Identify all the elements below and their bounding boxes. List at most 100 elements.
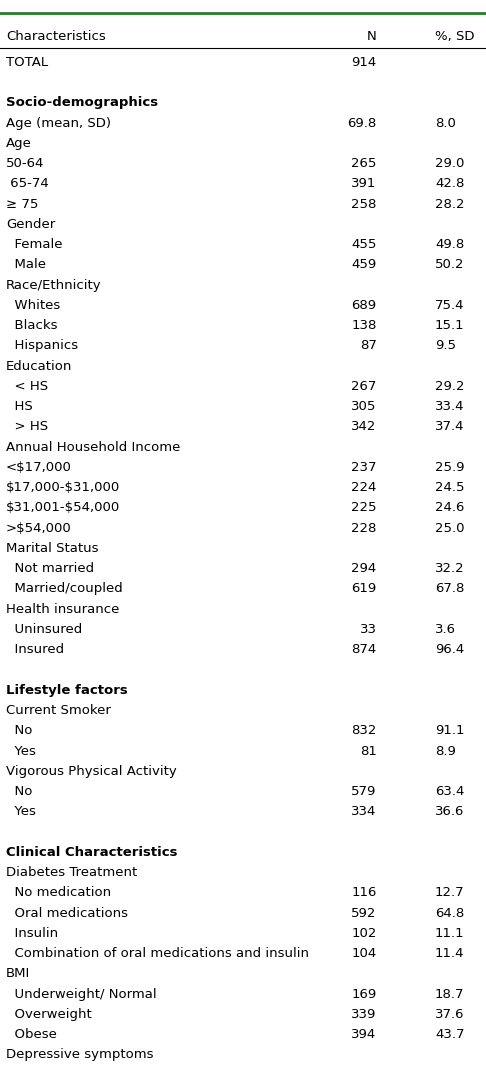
Text: BMI: BMI (6, 968, 30, 981)
Text: 342: 342 (351, 420, 377, 434)
Text: 33: 33 (360, 623, 377, 636)
Text: 29.0: 29.0 (435, 157, 464, 170)
Text: 64.8: 64.8 (435, 906, 464, 919)
Text: 914: 914 (351, 56, 377, 69)
Text: Hispanics: Hispanics (6, 339, 78, 352)
Text: Race/Ethnicity: Race/Ethnicity (6, 278, 102, 292)
Text: Overweight: Overweight (6, 1007, 91, 1021)
Text: 339: 339 (351, 1007, 377, 1021)
Text: 11.1: 11.1 (435, 927, 465, 940)
Text: Yes: Yes (6, 744, 35, 757)
Text: 394: 394 (351, 1028, 377, 1041)
Text: 65-74: 65-74 (6, 177, 49, 190)
Text: Education: Education (6, 360, 72, 373)
Text: Insured: Insured (6, 643, 64, 656)
Text: Lifestyle factors: Lifestyle factors (6, 684, 128, 697)
Text: %, SD: %, SD (435, 30, 474, 43)
Text: 24.6: 24.6 (435, 502, 464, 514)
Text: 91.1: 91.1 (435, 724, 465, 737)
Text: Not married: Not married (6, 563, 94, 576)
Text: Gender: Gender (6, 218, 55, 231)
Text: 25.9: 25.9 (435, 461, 465, 474)
Text: Socio-demographics: Socio-demographics (6, 97, 158, 110)
Text: 50.2: 50.2 (435, 259, 465, 272)
Text: 225: 225 (351, 502, 377, 514)
Text: 619: 619 (351, 582, 377, 595)
Text: Insulin: Insulin (6, 927, 58, 940)
Text: 50-64: 50-64 (6, 157, 44, 170)
Text: 3.6: 3.6 (435, 623, 456, 636)
Text: No: No (6, 724, 32, 737)
Text: 69.8: 69.8 (347, 117, 377, 130)
Text: 592: 592 (351, 906, 377, 919)
Text: Female: Female (6, 238, 62, 251)
Text: 258: 258 (351, 198, 377, 211)
Text: 29.2: 29.2 (435, 380, 465, 393)
Text: Male: Male (6, 259, 46, 272)
Text: 28.2: 28.2 (435, 198, 465, 211)
Text: 12.7: 12.7 (435, 886, 465, 899)
Text: No medication: No medication (6, 886, 111, 899)
Text: 265: 265 (351, 157, 377, 170)
Text: 33.4: 33.4 (435, 401, 465, 413)
Text: 63.4: 63.4 (435, 785, 464, 798)
Text: 9.5: 9.5 (435, 339, 456, 352)
Text: 102: 102 (351, 927, 377, 940)
Text: HS: HS (6, 401, 33, 413)
Text: <\$17,000: <\$17,000 (6, 461, 72, 474)
Text: \$17,000-\$31,000: \$17,000-\$31,000 (6, 481, 120, 494)
Text: 391: 391 (351, 177, 377, 190)
Text: 96.4: 96.4 (435, 643, 464, 656)
Text: 75.4: 75.4 (435, 299, 465, 311)
Text: 25.0: 25.0 (435, 522, 465, 535)
Text: \$31,001-\$54,000: \$31,001-\$54,000 (6, 502, 120, 514)
Text: 8.9: 8.9 (435, 744, 456, 757)
Text: 67.8: 67.8 (435, 582, 464, 595)
Text: 37.4: 37.4 (435, 420, 465, 434)
Text: Characteristics: Characteristics (6, 30, 105, 43)
Text: 81: 81 (360, 744, 377, 757)
Text: Whites: Whites (6, 299, 60, 311)
Text: 237: 237 (351, 461, 377, 474)
Text: Annual Household Income: Annual Household Income (6, 440, 180, 453)
Text: 37.6: 37.6 (435, 1007, 465, 1021)
Text: 579: 579 (351, 785, 377, 798)
Text: Clinical Characteristics: Clinical Characteristics (6, 846, 177, 859)
Text: 138: 138 (351, 319, 377, 332)
Text: Underweight/ Normal: Underweight/ Normal (6, 988, 156, 1001)
Text: 11.4: 11.4 (435, 947, 465, 960)
Text: 42.8: 42.8 (435, 177, 464, 190)
Text: Depressive symptoms: Depressive symptoms (6, 1048, 153, 1061)
Text: 305: 305 (351, 401, 377, 413)
Text: Vigorous Physical Activity: Vigorous Physical Activity (6, 765, 176, 778)
Text: Age (mean, SD): Age (mean, SD) (6, 117, 111, 130)
Text: 15.1: 15.1 (435, 319, 465, 332)
Text: 459: 459 (351, 259, 377, 272)
Text: Combination of oral medications and insulin: Combination of oral medications and insu… (6, 947, 309, 960)
Text: 49.8: 49.8 (435, 238, 464, 251)
Text: 267: 267 (351, 380, 377, 393)
Text: Marital Status: Marital Status (6, 542, 98, 555)
Text: Yes: Yes (6, 806, 35, 818)
Text: Age: Age (6, 136, 32, 150)
Text: 104: 104 (351, 947, 377, 960)
Text: 689: 689 (351, 299, 377, 311)
Text: Blacks: Blacks (6, 319, 57, 332)
Text: 24.5: 24.5 (435, 481, 465, 494)
Text: 43.7: 43.7 (435, 1028, 465, 1041)
Text: N: N (367, 30, 377, 43)
Text: 87: 87 (360, 339, 377, 352)
Text: 36.6: 36.6 (435, 806, 464, 818)
Text: Current Smoker: Current Smoker (6, 705, 111, 717)
Text: 832: 832 (351, 724, 377, 737)
Text: Diabetes Treatment: Diabetes Treatment (6, 866, 137, 880)
Text: Obese: Obese (6, 1028, 57, 1041)
Text: 294: 294 (351, 563, 377, 576)
Text: 455: 455 (351, 238, 377, 251)
Text: TOTAL: TOTAL (6, 56, 48, 69)
Text: 224: 224 (351, 481, 377, 494)
Text: 32.2: 32.2 (435, 563, 465, 576)
Text: 18.7: 18.7 (435, 988, 465, 1001)
Text: No: No (6, 785, 32, 798)
Text: 8.0: 8.0 (435, 117, 456, 130)
